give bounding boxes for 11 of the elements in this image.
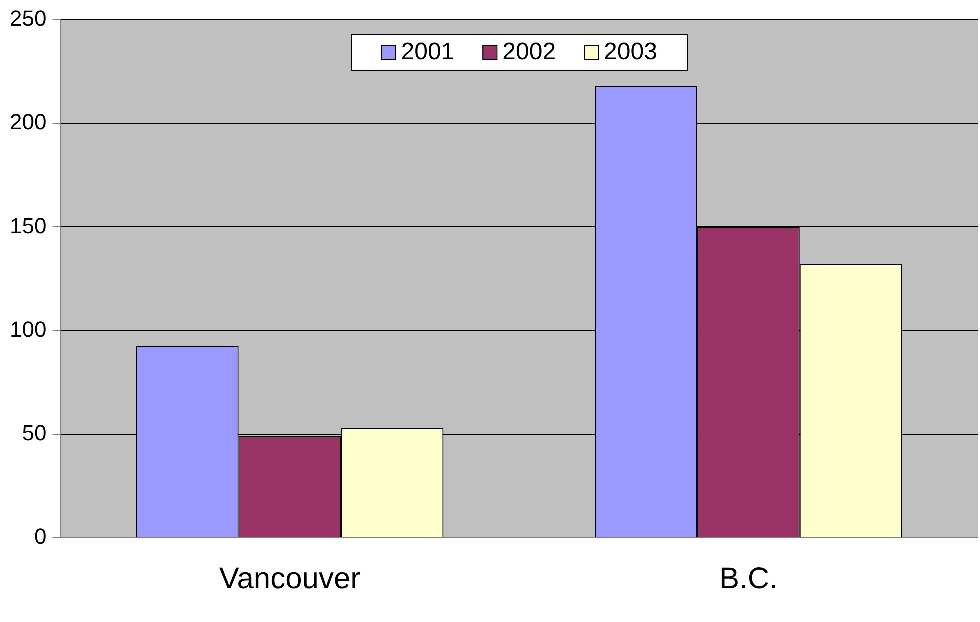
x-tick-label: Vancouver — [219, 562, 361, 596]
y-tick-label: 150 — [10, 213, 47, 238]
legend-label: 2001 — [401, 38, 455, 66]
legend-label: 2002 — [502, 38, 556, 66]
y-tick-label: 100 — [10, 316, 47, 342]
y-tick-label: 250 — [10, 6, 47, 32]
y-tick-label: 200 — [10, 110, 47, 135]
y-tick-label: 50 — [22, 420, 47, 446]
x-tick-label: B.C. — [719, 562, 778, 596]
legend-label: 2003 — [604, 38, 658, 66]
y-tick-label: 0 — [34, 524, 47, 550]
